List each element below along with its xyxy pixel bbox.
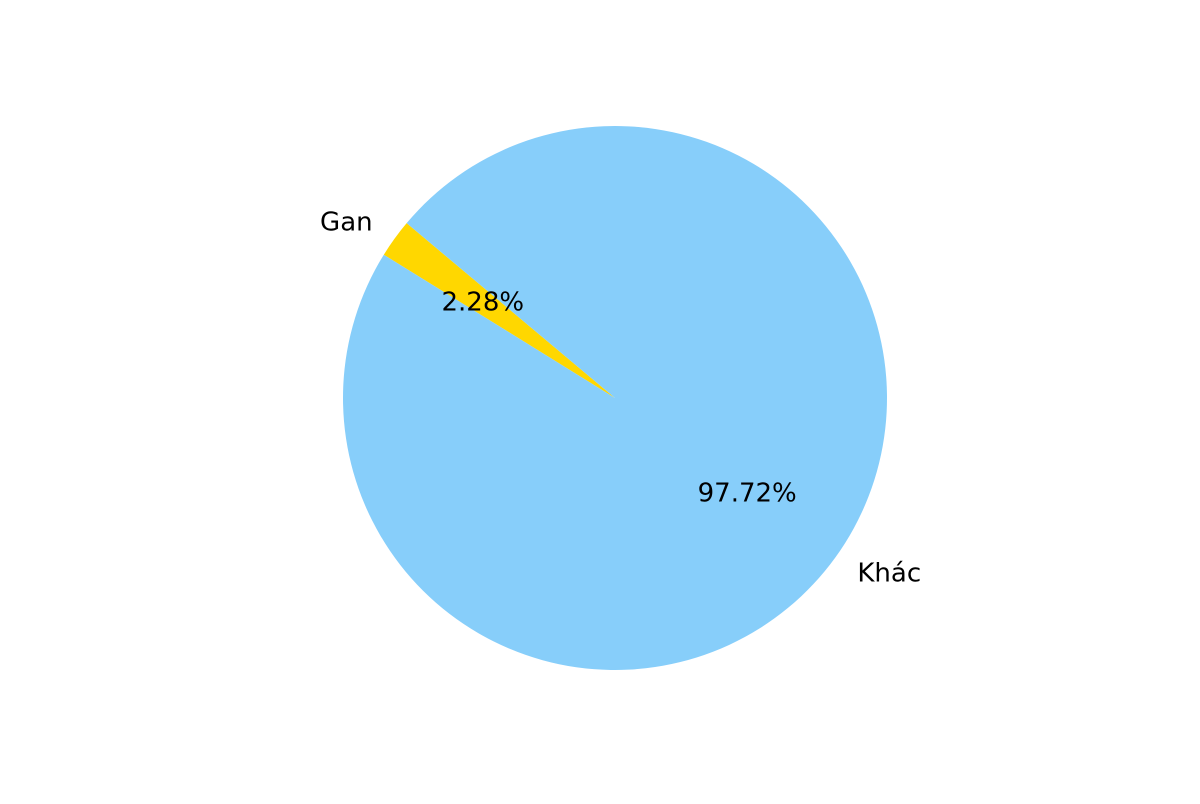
pie-slice-gan <box>383 223 615 398</box>
pie-category-label-khac: Khác <box>857 558 921 588</box>
pie-percent-label-khac: 97.72% <box>698 479 797 509</box>
pie-labels: 2.28% Gan 97.72% Khác <box>320 208 921 589</box>
pie-slices <box>343 125 888 671</box>
pie-slice-khac <box>343 125 888 671</box>
pie-percent-label-gan: 2.28% <box>441 287 524 317</box>
pie-category-label-gan: Gan <box>320 208 373 238</box>
